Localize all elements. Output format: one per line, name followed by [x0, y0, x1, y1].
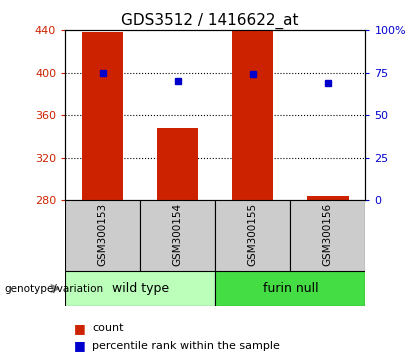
Text: furin null: furin null — [262, 282, 318, 295]
Bar — [290, 200, 365, 271]
Text: ■: ■ — [74, 322, 85, 335]
Text: GSM300156: GSM300156 — [323, 202, 333, 266]
Bar — [82, 32, 123, 200]
Bar — [65, 271, 215, 306]
Bar — [65, 200, 140, 271]
Bar — [215, 271, 365, 306]
Text: GSM300154: GSM300154 — [173, 202, 183, 266]
Text: GDS3512 / 1416622_at: GDS3512 / 1416622_at — [121, 12, 299, 29]
Bar — [157, 128, 198, 200]
Bar — [140, 200, 215, 271]
Text: percentile rank within the sample: percentile rank within the sample — [92, 341, 280, 351]
Text: ■: ■ — [74, 339, 85, 352]
Text: GSM300155: GSM300155 — [248, 202, 258, 266]
Text: GSM300153: GSM300153 — [97, 202, 108, 266]
Bar — [307, 196, 349, 200]
Text: count: count — [92, 323, 124, 333]
Bar — [232, 30, 273, 200]
Bar — [215, 200, 290, 271]
Text: genotype/variation: genotype/variation — [4, 284, 103, 293]
Text: wild type: wild type — [112, 282, 169, 295]
